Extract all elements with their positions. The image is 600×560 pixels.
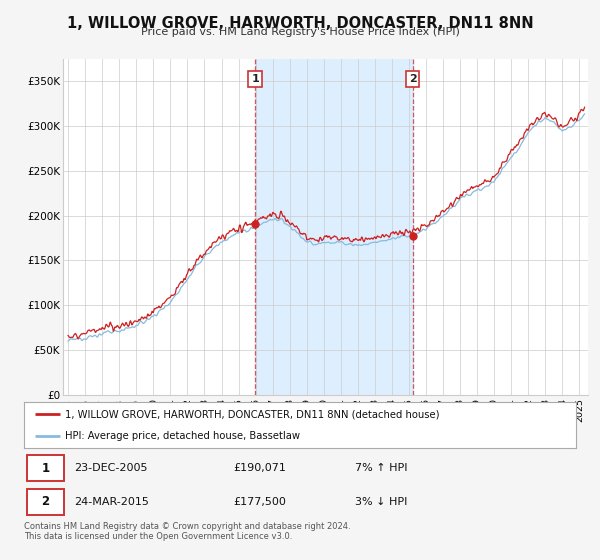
Text: 2: 2 (409, 74, 416, 84)
Text: 1: 1 (41, 462, 50, 475)
Text: HPI: Average price, detached house, Bassetlaw: HPI: Average price, detached house, Bass… (65, 431, 301, 441)
Text: Contains HM Land Registry data © Crown copyright and database right 2024.
This d: Contains HM Land Registry data © Crown c… (24, 522, 350, 542)
Bar (255, 59, 413, 395)
FancyBboxPatch shape (27, 455, 64, 482)
FancyBboxPatch shape (27, 488, 64, 515)
Text: 1, WILLOW GROVE, HARWORTH, DONCASTER, DN11 8NN (detached house): 1, WILLOW GROVE, HARWORTH, DONCASTER, DN… (65, 409, 440, 419)
Text: 1: 1 (251, 74, 259, 84)
Text: 24-MAR-2015: 24-MAR-2015 (74, 497, 149, 507)
Text: 7% ↑ HPI: 7% ↑ HPI (355, 464, 408, 473)
Text: £190,071: £190,071 (234, 464, 287, 473)
Text: 23-DEC-2005: 23-DEC-2005 (74, 464, 147, 473)
Text: £177,500: £177,500 (234, 497, 287, 507)
Text: 2: 2 (41, 495, 50, 508)
Text: 1, WILLOW GROVE, HARWORTH, DONCASTER, DN11 8NN: 1, WILLOW GROVE, HARWORTH, DONCASTER, DN… (67, 16, 533, 31)
Text: 3% ↓ HPI: 3% ↓ HPI (355, 497, 407, 507)
Text: Price paid vs. HM Land Registry's House Price Index (HPI): Price paid vs. HM Land Registry's House … (140, 27, 460, 37)
